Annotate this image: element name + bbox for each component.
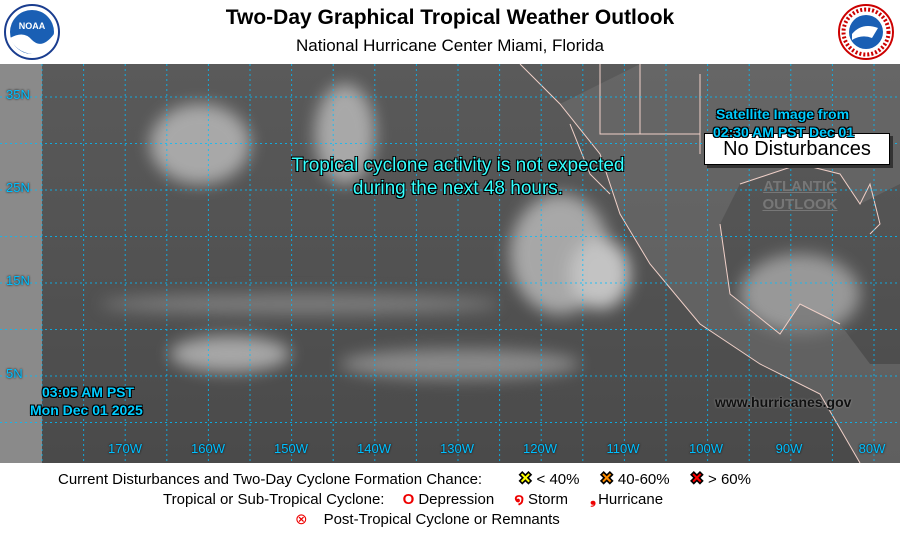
website-link[interactable]: www.hurricanes.gov [715, 394, 852, 410]
longitude-label: 160W [191, 441, 225, 456]
latitude-label: 5N [6, 366, 23, 381]
low-chance-item: ✖ < 40% [514, 469, 580, 489]
high-chance-item: ✖ > 60% [686, 469, 751, 489]
page-subtitle: National Hurricane Center Miami, Florida [295, 36, 604, 55]
low-label: < 40% [536, 471, 580, 488]
storm-icon: ໑ [514, 491, 524, 508]
x-red-icon: ✖ [689, 469, 705, 489]
latitude-label: 15N [6, 273, 30, 288]
atlantic-line2: OUTLOOK [762, 196, 838, 213]
mid-label: 40-60% [617, 471, 670, 488]
x-yellow-icon: ✖ [518, 469, 533, 489]
message-line2: during the next 48 hours. [352, 178, 564, 199]
post-tropical-icon: ⊗ [295, 511, 308, 528]
x-orange-icon: ✖ [599, 469, 614, 489]
svg-text:NOAA: NOAA [19, 21, 46, 31]
hurricane-label: Hurricane [598, 491, 664, 508]
nws-logo [838, 4, 894, 60]
atlantic-line1: ATLANTIC [763, 178, 837, 195]
latitude-label: 35N [6, 87, 30, 102]
depression-icon: O [402, 491, 415, 508]
longitude-label: 100W [689, 441, 723, 456]
longitude-label: 170W [108, 441, 142, 456]
status-box: No Disturbances [704, 133, 890, 165]
longitude-label: 140W [357, 441, 391, 456]
atlantic-outlook-link[interactable]: ATLANTIC OUTLOOK [752, 178, 848, 214]
header: NOAA Two-Day Graphical Tropical Weather … [0, 0, 900, 64]
satellite-map: No Disturbances Satellite Image from 02:… [0, 64, 900, 463]
longitude-label: 150W [274, 441, 308, 456]
message-line1: Tropical cyclone activity is not expecte… [291, 155, 625, 176]
latitude-label: 25N [6, 180, 30, 195]
hurricane-icon: ❟ [590, 491, 597, 508]
longitude-label: 90W [775, 441, 803, 456]
satellite-time-line1: Satellite Image from [716, 106, 850, 122]
legend-row3: ⊗ Post-Tropical Cyclone or Remnants [295, 510, 560, 528]
high-label: > 60% [708, 471, 751, 488]
formation-chance-label: Current Disturbances and Two-Day Cyclone… [58, 471, 483, 488]
issued-time: 03:05 AM PST [42, 384, 135, 400]
satellite-time-line2: 02:30 AM PST Dec 01 [713, 124, 855, 140]
issued-date: Mon Dec 01 2025 [30, 402, 143, 418]
satellite-image [0, 64, 900, 463]
noaa-logo: NOAA [4, 4, 60, 60]
depression-label: Depression [418, 491, 495, 508]
post-tropical-label: Post-Tropical Cyclone or Remnants [323, 511, 560, 528]
longitude-label: 110W [606, 441, 640, 456]
longitude-label: 120W [523, 441, 557, 456]
storm-label: Storm [527, 491, 568, 508]
longitude-label: 130W [440, 441, 474, 456]
legend-row2: Tropical or Sub-Tropical Cyclone: O Depre… [163, 490, 663, 508]
cyclone-label: Tropical or Sub-Tropical Cyclone: [163, 491, 385, 508]
mid-chance-item: ✖ 40-60% [596, 469, 670, 489]
legend-row1: Current Disturbances and Two-Day Cyclone… [58, 469, 751, 489]
page-title: Two-Day Graphical Tropical Weather Outlo… [225, 6, 675, 29]
longitude-label: 80W [858, 441, 886, 456]
outlook-message: Tropical cyclone activity is not expecte… [200, 154, 716, 200]
